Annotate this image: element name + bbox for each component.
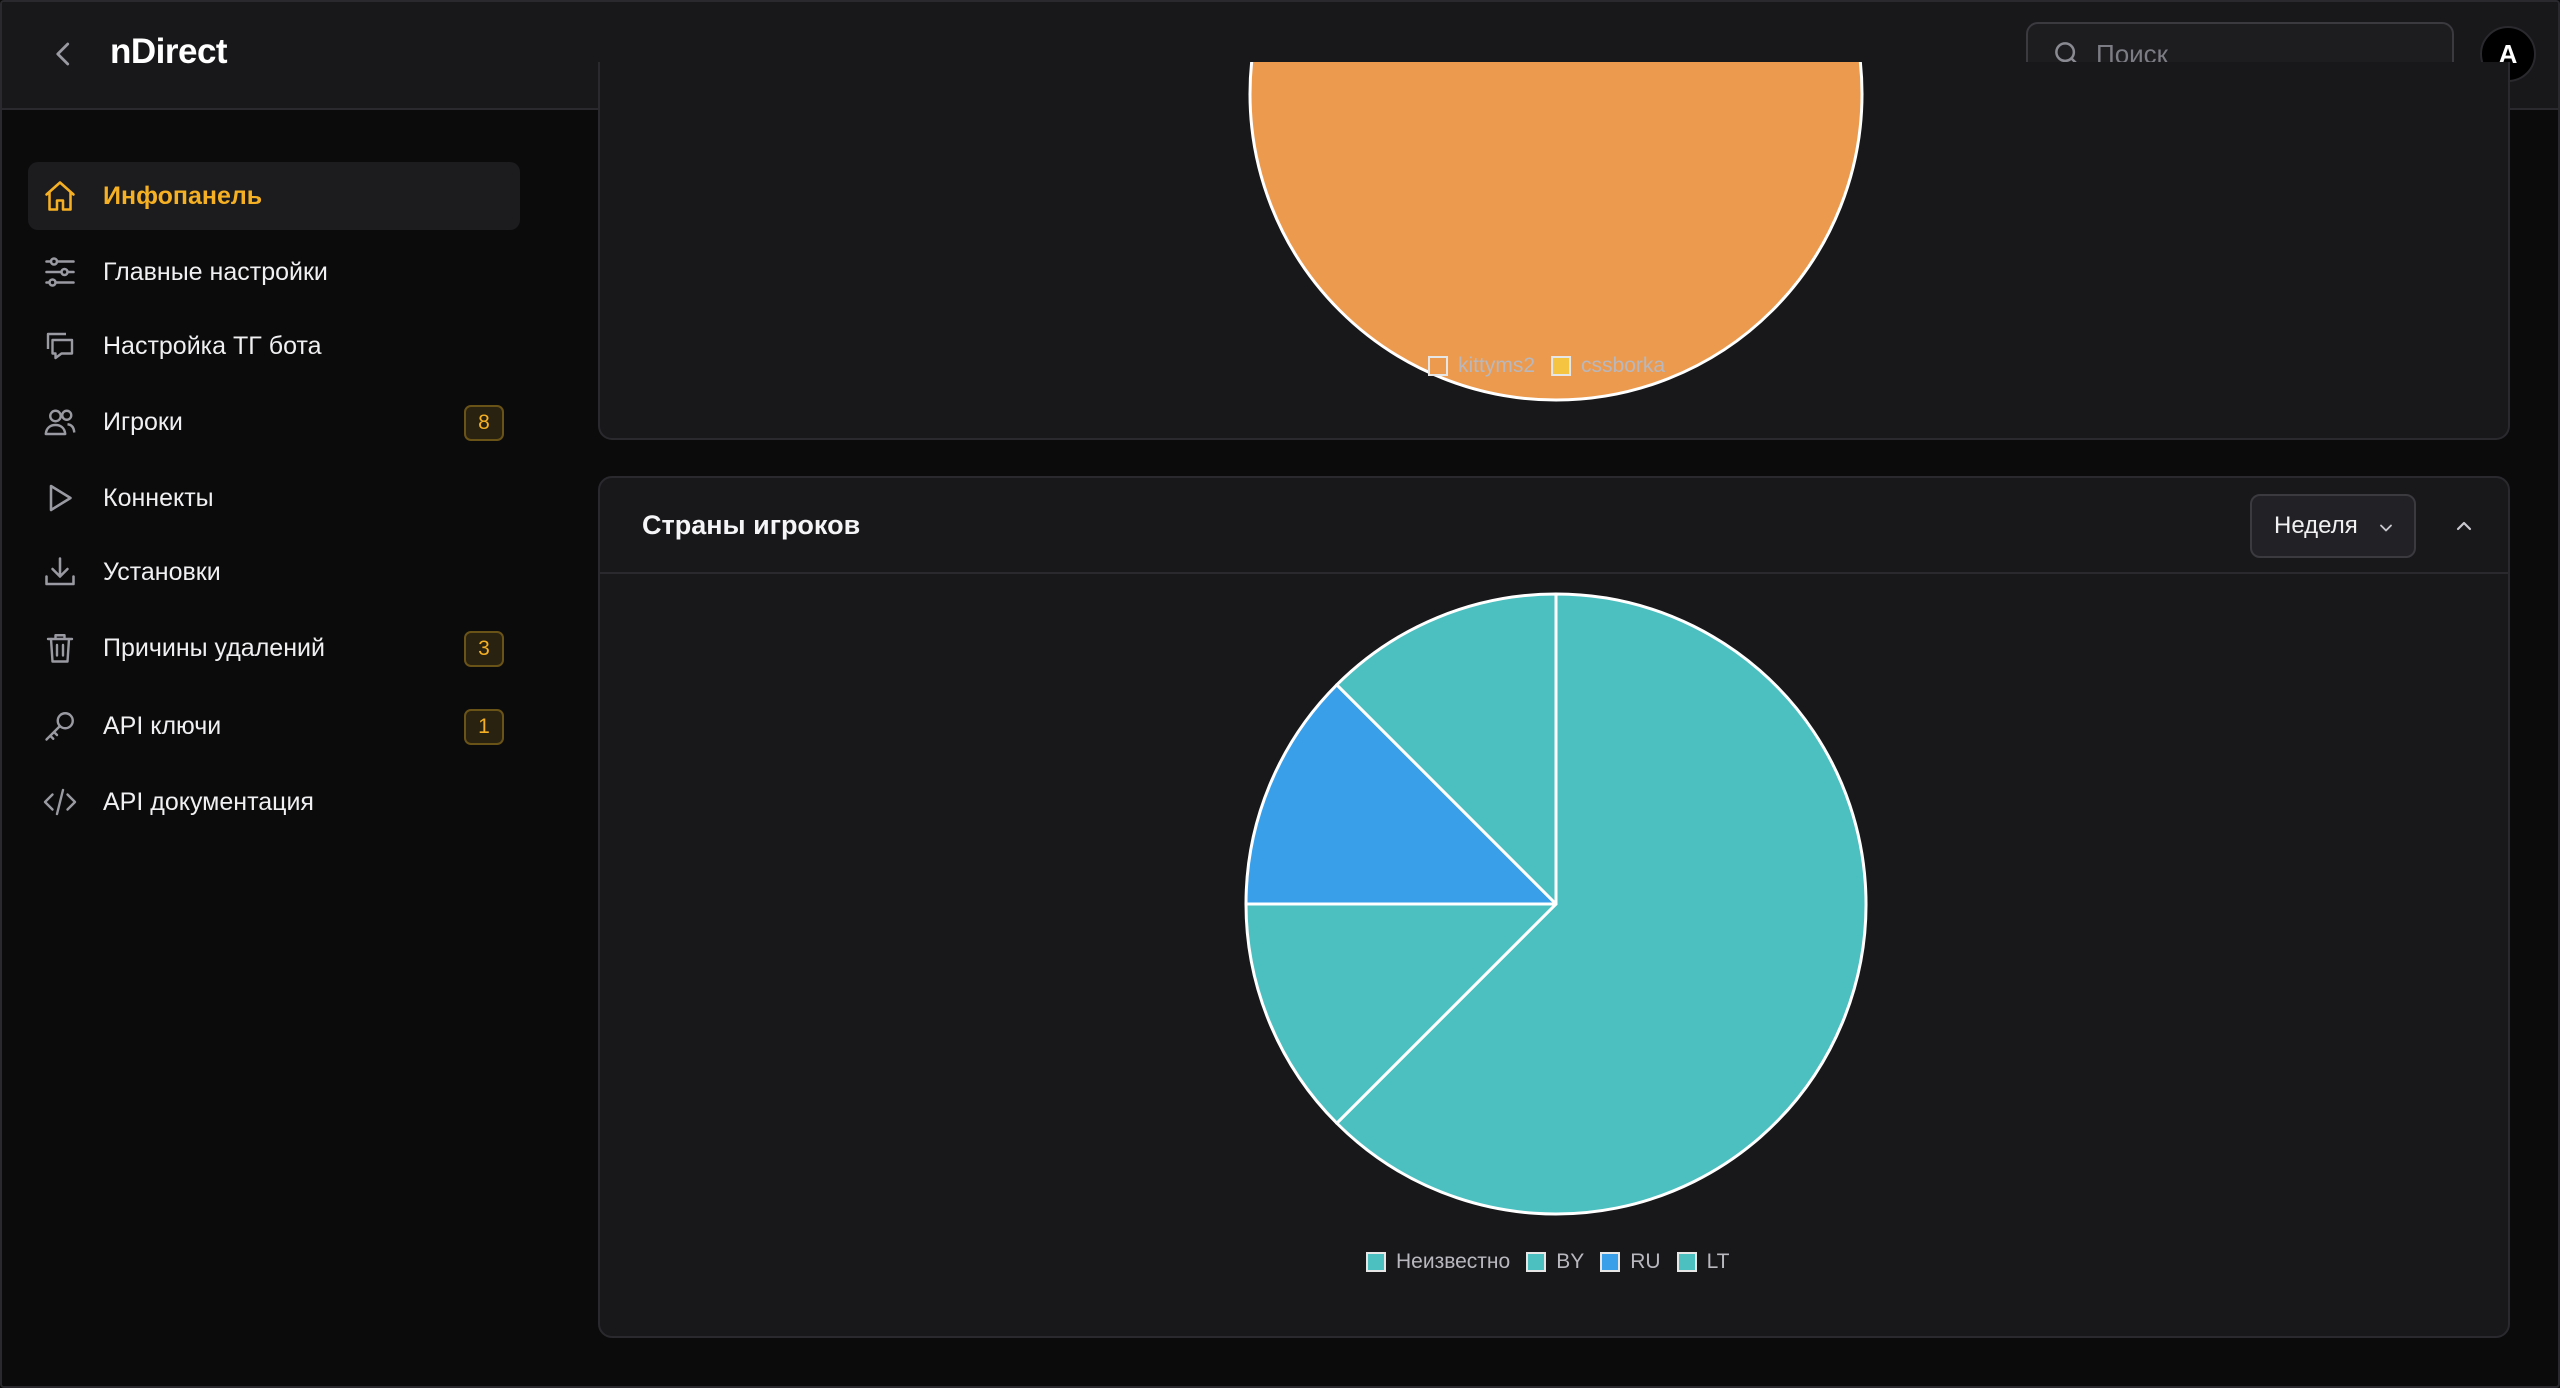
legend-label: kittyms2 (1458, 354, 1536, 377)
sidebar-item-delete-reasons[interactable]: Причины удалений 3 (28, 614, 520, 682)
chevron-left-icon (56, 42, 70, 66)
countries-pie-chart (1244, 592, 1868, 1216)
sidebar: Инфопанель Главные настройки Настройка Т… (2, 112, 542, 1386)
sidebar-item-api-docs[interactable]: API документация (28, 768, 520, 836)
sidebar-item-label: Игроки (103, 407, 183, 436)
pie-slice-ru[interactable] (1244, 683, 1558, 906)
collapse-button[interactable] (2440, 502, 2488, 550)
home-icon (45, 181, 75, 211)
pie-slice-lt[interactable] (1335, 592, 1558, 906)
period-select-value: Неделя (2274, 512, 2358, 539)
period-select[interactable]: Неделя (2250, 494, 2416, 558)
top-pie-card: kittyms2 cssborka (598, 62, 2510, 440)
legend-label: BY (1556, 1250, 1585, 1273)
legend-item[interactable]: RU (1600, 1250, 1661, 1274)
legend-swatch (1676, 1252, 1697, 1272)
countries-card: Страны игроков Неделя Неизвестно BY RU LT (598, 476, 2510, 1338)
top-pie-legend: kittyms2 cssborka (1428, 354, 1681, 378)
legend-label: Неизвестно (1396, 1250, 1511, 1273)
api-keys-count-badge: 1 (464, 709, 504, 745)
legend-label: LT (1706, 1250, 1730, 1273)
sidebar-item-label: API документация (103, 787, 314, 816)
chevron-up-icon (2456, 521, 2472, 531)
legend-item[interactable]: LT (1676, 1250, 1730, 1274)
players-count-badge: 8 (464, 405, 504, 441)
sidebar-item-label: Инфопанель (103, 181, 263, 210)
delete-reasons-count-badge: 3 (464, 631, 504, 667)
countries-pie-legend: Неизвестно BY RU LT (1366, 1250, 1746, 1274)
sidebar-item-label: Причины удалений (103, 633, 325, 662)
legend-swatch (1551, 356, 1572, 376)
pie-slice-kittyms2[interactable] (1248, 62, 1864, 402)
card-header: Страны игроков Неделя (600, 478, 2508, 574)
key-icon (45, 712, 74, 741)
legend-item[interactable]: kittyms2 (1428, 354, 1535, 378)
legend-item[interactable]: Неизвестно (1366, 1250, 1510, 1274)
sidebar-item-main-settings[interactable]: Главные настройки (28, 238, 520, 306)
top-pie-chart (1248, 62, 1864, 402)
code-icon (43, 788, 77, 816)
pie-slice-неизвестно[interactable] (1335, 592, 1868, 1216)
pie-slice-by[interactable] (1244, 902, 1558, 1125)
legend-swatch (1366, 1252, 1386, 1272)
chevron-down-icon (2380, 524, 2392, 532)
legend-item[interactable]: cssborka (1551, 354, 1665, 378)
legend-label: RU (1630, 1250, 1661, 1273)
legend-label: cssborka (1581, 354, 1666, 377)
users-icon (44, 409, 76, 436)
sidebar-item-label: Настройка ТГ бота (103, 331, 322, 360)
back-button[interactable] (42, 32, 86, 76)
trash-icon (46, 634, 74, 663)
play-icon (49, 484, 72, 512)
sidebar-item-label: Установки (103, 557, 221, 586)
legend-item[interactable]: BY (1526, 1250, 1584, 1274)
card-title: Страны игроков (642, 510, 861, 540)
sidebar-item-infopanel[interactable]: Инфопанель (28, 162, 520, 230)
sliders-icon (45, 257, 75, 287)
sidebar-item-label: Главные настройки (103, 257, 328, 286)
sidebar-item-installs[interactable]: Установки (28, 538, 520, 606)
app-title: nDirect (110, 32, 228, 71)
sidebar-item-api-keys[interactable]: API ключи 1 (28, 692, 520, 760)
download-icon (45, 557, 75, 586)
sidebar-item-connects[interactable]: Коннекты (28, 464, 520, 532)
legend-swatch (1600, 1252, 1621, 1272)
legend-swatch (1428, 356, 1448, 376)
legend-swatch (1526, 1252, 1547, 1272)
sidebar-item-players[interactable]: Игроки 8 (28, 388, 520, 456)
chat-icon (46, 332, 74, 360)
sidebar-item-label: Коннекты (103, 483, 214, 512)
sidebar-item-label: API ключи (103, 711, 222, 740)
sidebar-item-tg-bot[interactable]: Настройка ТГ бота (28, 312, 520, 380)
